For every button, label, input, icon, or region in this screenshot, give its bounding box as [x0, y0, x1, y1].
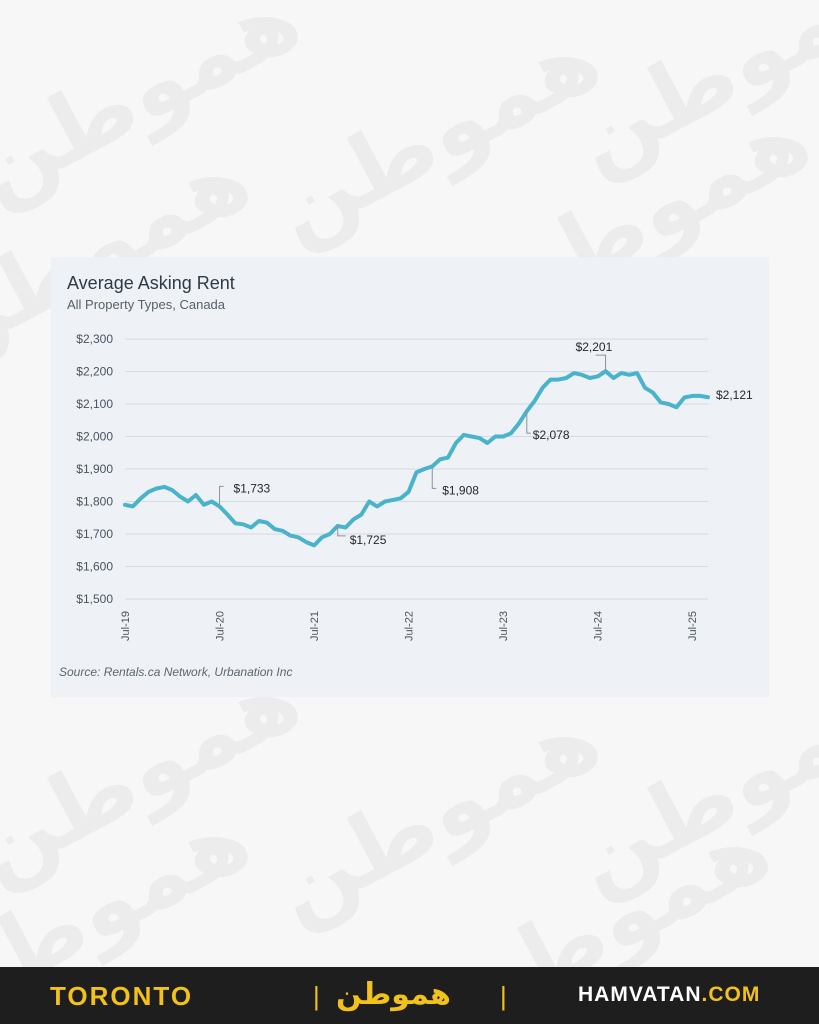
chart-title: Average Asking Rent — [67, 273, 235, 293]
data-label: $2,078 — [533, 428, 570, 442]
line-chart: $2,300 $2,200 $2,100 $2,000 $1,900 $1,800 $1,7… — [76, 332, 753, 641]
x-tick-label: Jul-19 — [120, 611, 132, 641]
footer-logo: هموطن — [336, 977, 451, 1012]
footer-bar: TORONTO | هموطن | HAMVATAN.COM — [0, 967, 819, 1024]
y-tick-label: $2,300 — [76, 332, 113, 346]
footer-site-name: HAMVATAN — [578, 983, 702, 1006]
footer-separator: | — [500, 981, 507, 1011]
footer-city: TORONTO — [50, 981, 194, 1011]
annotation-leader — [526, 411, 531, 434]
chart-subtitle: All Property Types, Canada — [67, 297, 226, 312]
x-tick-label: Jul-22 — [404, 611, 416, 641]
footer-site: HAMVATAN.COM — [578, 983, 760, 1007]
series-line — [123, 369, 710, 548]
y-tick-label: $1,800 — [76, 495, 113, 509]
data-label: $1,725 — [350, 533, 387, 547]
y-tick-label: $2,000 — [76, 430, 113, 444]
y-tick-label: $1,700 — [76, 527, 113, 541]
data-label: $1,733 — [234, 481, 271, 495]
x-tick-label: Jul-25 — [687, 611, 699, 641]
y-tick-label: $2,100 — [76, 397, 113, 411]
data-label: $2,201 — [576, 340, 613, 354]
annotation-leader — [219, 485, 224, 507]
y-tick-label: $1,600 — [76, 560, 113, 574]
chart-card: Average Asking Rent All Property Types, … — [51, 257, 769, 697]
y-tick-label: $1,500 — [76, 592, 113, 606]
annotation-leader — [337, 525, 346, 537]
y-tick-label: $2,200 — [76, 365, 113, 379]
x-tick-label: Jul-23 — [498, 611, 510, 641]
x-tick-label: Jul-20 — [215, 611, 227, 641]
x-tick-label: Jul-21 — [309, 611, 321, 641]
annotation-leader — [431, 466, 437, 489]
annotation-leader — [595, 354, 607, 372]
chart-source: Source: Rentals.ca Network, Urbanation I… — [59, 665, 293, 679]
data-label: $1,908 — [442, 483, 479, 497]
x-tick-label: Jul-24 — [593, 611, 605, 641]
footer-separator: | — [313, 981, 320, 1011]
data-label: $2,121 — [716, 388, 753, 402]
footer-site-tld: .COM — [701, 983, 761, 1006]
y-tick-label: $1,900 — [76, 462, 113, 476]
